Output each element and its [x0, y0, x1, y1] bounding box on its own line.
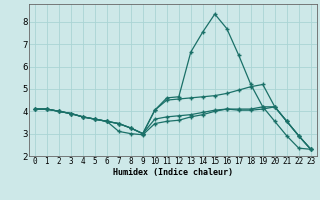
X-axis label: Humidex (Indice chaleur): Humidex (Indice chaleur) — [113, 168, 233, 177]
